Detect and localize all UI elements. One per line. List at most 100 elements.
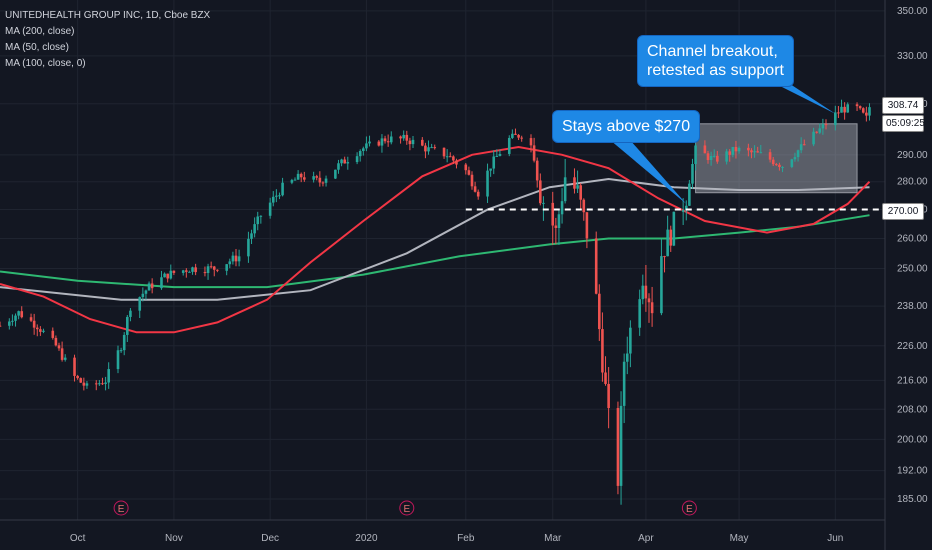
candle-body bbox=[840, 106, 843, 113]
y-tick-label: 290.00 bbox=[897, 150, 928, 161]
candle-body bbox=[759, 152, 763, 154]
candle-body bbox=[8, 321, 11, 326]
candle-body bbox=[42, 330, 45, 332]
candle-body bbox=[141, 293, 145, 298]
candle-body bbox=[672, 211, 676, 246]
candle-body bbox=[278, 195, 281, 197]
candle-body bbox=[79, 378, 83, 383]
candle-body bbox=[604, 372, 607, 384]
candle-body bbox=[216, 269, 219, 271]
candle-body bbox=[234, 255, 238, 262]
candle-body bbox=[250, 233, 253, 239]
candle-body bbox=[641, 285, 645, 300]
candle-body bbox=[542, 202, 545, 204]
candle-body bbox=[607, 383, 610, 409]
candle-body bbox=[554, 225, 558, 228]
candle-body bbox=[107, 369, 110, 383]
candle-body bbox=[430, 147, 433, 149]
candle-body bbox=[455, 160, 458, 165]
candle-body bbox=[616, 408, 620, 486]
candle-body bbox=[725, 151, 728, 162]
candle-body bbox=[551, 202, 555, 226]
y-tick-label: 185.00 bbox=[897, 494, 928, 505]
candle-body bbox=[452, 156, 455, 161]
candle-body bbox=[737, 147, 741, 152]
candle-body bbox=[861, 108, 865, 113]
candle-body bbox=[598, 293, 601, 330]
candle-body bbox=[821, 124, 825, 129]
candle-body bbox=[775, 164, 778, 166]
candle-body bbox=[647, 298, 651, 303]
symbol-title: UNITEDHEALTH GROUP INC, 1D, Cboe BZX bbox=[5, 10, 211, 21]
candle-body bbox=[275, 195, 278, 197]
candle-body bbox=[470, 174, 474, 187]
candle-body bbox=[321, 182, 325, 184]
candle-body bbox=[17, 311, 20, 316]
candle-body bbox=[507, 137, 511, 154]
candle-body bbox=[585, 212, 589, 239]
candle-body bbox=[271, 196, 275, 203]
candle-body bbox=[514, 133, 517, 135]
candle-body bbox=[781, 166, 784, 168]
candle-body bbox=[511, 133, 514, 138]
candle-body bbox=[747, 147, 750, 151]
candle-body bbox=[377, 141, 381, 146]
candle-body bbox=[843, 106, 846, 113]
candle-body bbox=[802, 144, 806, 146]
callout-text: Stays above $270 bbox=[562, 118, 691, 135]
candle-body bbox=[629, 327, 632, 354]
x-tick-label: Dec bbox=[261, 533, 279, 544]
candle-body bbox=[163, 273, 166, 278]
candle-body bbox=[681, 210, 685, 212]
y-tick-label: 200.00 bbox=[897, 434, 928, 445]
candle-body bbox=[191, 267, 194, 272]
candle-body bbox=[650, 302, 654, 314]
candle-body bbox=[539, 180, 542, 204]
candle-body bbox=[76, 375, 79, 379]
candle-body bbox=[57, 345, 61, 349]
callout-line-1: Channel breakout, bbox=[647, 43, 778, 60]
candle-body bbox=[576, 185, 579, 189]
earnings-marker bbox=[681, 500, 697, 516]
candle-body bbox=[492, 156, 496, 169]
x-tick-label: Feb bbox=[457, 533, 475, 544]
candle-body bbox=[625, 353, 629, 362]
y-tick-label: 216.00 bbox=[897, 375, 928, 386]
candle-body bbox=[666, 229, 669, 257]
candle-body bbox=[424, 145, 427, 152]
x-tick-label: May bbox=[730, 533, 749, 544]
chart-legend: UNITEDHEALTH GROUP INC, 1D, Cboe BZX MA … bbox=[5, 8, 210, 72]
earnings-marker bbox=[113, 500, 129, 516]
candle-body bbox=[296, 173, 300, 180]
candle-body bbox=[445, 156, 449, 158]
candle-body bbox=[818, 128, 822, 133]
callout-channel-breakout[interactable]: Channel breakout, retested as support bbox=[637, 35, 794, 87]
candle-body bbox=[619, 405, 623, 486]
candle-body bbox=[709, 155, 713, 161]
callout-arrows bbox=[610, 80, 836, 204]
candle-body bbox=[368, 141, 371, 144]
candle-body bbox=[126, 316, 129, 335]
candle-body bbox=[855, 104, 859, 107]
candle-body bbox=[448, 156, 452, 158]
candle-body bbox=[660, 256, 663, 314]
candle-body bbox=[560, 201, 564, 215]
support-level-tag: 270.00 bbox=[882, 203, 924, 220]
candle-body bbox=[582, 199, 586, 213]
ma200-line bbox=[0, 214, 870, 289]
candle-body bbox=[532, 145, 536, 161]
candle-body bbox=[85, 383, 89, 386]
candle-body bbox=[281, 182, 284, 196]
candle-body bbox=[734, 146, 738, 152]
candle-body bbox=[0, 325, 2, 327]
candle-body bbox=[793, 157, 797, 160]
candle-body bbox=[20, 311, 24, 318]
candle-body bbox=[253, 224, 256, 234]
callout-stays-above[interactable]: Stays above $270 bbox=[552, 110, 701, 143]
candles bbox=[0, 99, 871, 505]
candle-body bbox=[408, 140, 412, 145]
ma100-line bbox=[0, 177, 870, 301]
candle-body bbox=[194, 267, 197, 273]
